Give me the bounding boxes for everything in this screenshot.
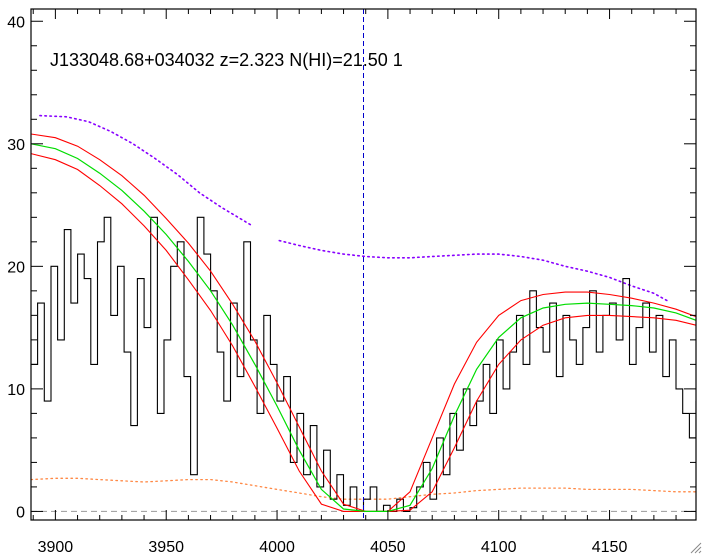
- x-tick-label: 4050: [370, 539, 406, 556]
- y-tick-label: 10: [7, 382, 25, 399]
- y-tick-label: 20: [7, 259, 25, 276]
- resize-grip-icon[interactable]: [690, 542, 702, 554]
- x-tick-label: 4100: [481, 539, 517, 556]
- x-tick-label: 4000: [259, 539, 295, 556]
- plot-area: 3900 3950 4000 4050 4100 4150 0 10 20 30 40: [7, 8, 697, 556]
- x-tick-label: 3950: [148, 539, 184, 556]
- y-tick-label: 0: [16, 504, 25, 521]
- y-tick-label: 30: [7, 137, 25, 154]
- x-tick-label: 3900: [38, 539, 74, 556]
- chart-title: J133048.68+034032 z=2.323 N(HI)=21.50 1: [50, 50, 403, 70]
- plot-frame: [30, 8, 697, 521]
- x-tick-label: 4150: [592, 539, 628, 556]
- series-fit: [31, 143, 696, 512]
- y-tick-label: 40: [7, 14, 25, 31]
- series-continuum: [39, 114, 671, 303]
